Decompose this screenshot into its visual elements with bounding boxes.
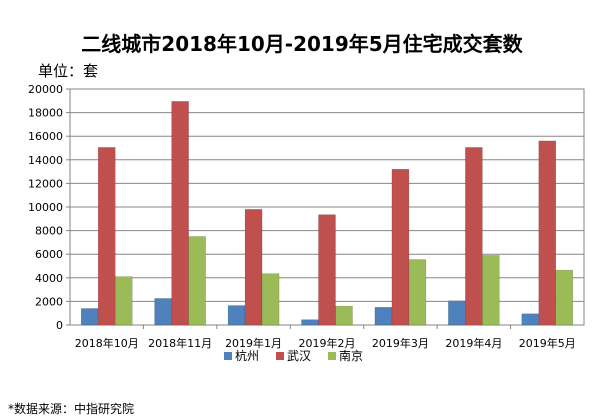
x-tick-label: 2019年4月	[445, 336, 502, 350]
bar-南京-2019年3月	[408, 259, 427, 326]
y-tick-label: 10000	[28, 201, 63, 214]
bar-武汉-2018年11月	[171, 101, 189, 326]
x-tick-label: 2019年5月	[519, 336, 576, 350]
bar-杭州-2019年4月	[448, 300, 466, 326]
chart-title: 二线城市2018年10月-2019年5月住宅成交套数	[81, 32, 523, 56]
y-tick-label: 14000	[28, 154, 63, 167]
bar-杭州-2019年5月	[521, 313, 540, 326]
bar-武汉-2019年5月	[538, 140, 557, 326]
y-tick-label: 4000	[35, 272, 63, 285]
y-tick-label: 18000	[28, 107, 63, 120]
bar-杭州-2019年3月	[374, 307, 393, 326]
bar-杭州-2019年1月	[227, 305, 246, 326]
legend-swatch-武汉	[276, 352, 284, 360]
legend-swatch-南京	[328, 352, 336, 360]
y-tick-label: 2000	[35, 295, 63, 308]
y-tick-label: 12000	[28, 177, 63, 190]
y-tick-label: 8000	[35, 225, 63, 238]
legend-label-南京: 南京	[339, 348, 363, 363]
bar-杭州-2018年11月	[154, 298, 172, 326]
x-tick-label: 2019年3月	[372, 336, 429, 350]
y-tick-label: 16000	[28, 130, 63, 143]
x-tick-label: 2019年1月	[225, 336, 282, 350]
bar-武汉-2019年2月	[318, 214, 336, 326]
x-tick-label: 2018年10月	[75, 336, 139, 350]
y-tick-label: 20000	[28, 83, 63, 96]
bar-南京-2018年11月	[188, 236, 206, 326]
legend-swatch-杭州	[224, 352, 232, 360]
bar-杭州-2019年2月	[301, 319, 319, 326]
bar-杭州-2018年10月	[80, 308, 99, 326]
x-tick-label: 2019年2月	[299, 336, 356, 350]
x-tick-label: 2018年11月	[148, 336, 212, 350]
data-source: *数据来源：中指研究院	[8, 402, 135, 416]
bar-武汉-2018年10月	[97, 147, 116, 326]
bar-南京-2019年2月	[335, 305, 353, 326]
bar-南京-2019年4月	[482, 255, 500, 326]
bar-武汉-2019年4月	[465, 147, 483, 326]
y-tick-label: 0	[56, 319, 63, 332]
bar-武汉-2019年3月	[391, 168, 410, 326]
legend-label-杭州: 杭州	[235, 348, 259, 363]
bar-南京-2018年10月	[114, 276, 133, 326]
legend-label-武汉: 武汉	[287, 349, 311, 363]
bar-南京-2019年5月	[555, 269, 574, 326]
bar-南京-2019年1月	[261, 273, 280, 326]
unit-label: 单位：套	[38, 62, 99, 80]
bar-武汉-2019年1月	[244, 209, 263, 326]
y-tick-label: 6000	[35, 248, 63, 261]
